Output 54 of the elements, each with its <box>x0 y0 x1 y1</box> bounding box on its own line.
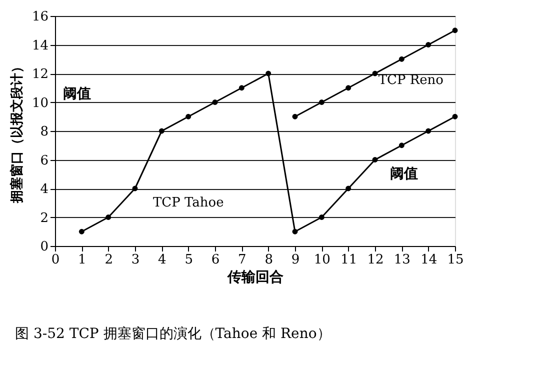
x-tick-label: 0 <box>51 252 60 268</box>
x-tick-label: 5 <box>184 252 193 268</box>
point <box>186 114 192 120</box>
point <box>106 214 112 220</box>
y-tick-label: 10 <box>32 96 48 111</box>
y-tick-label: 0 <box>40 240 48 254</box>
y-tick-label: 12 <box>32 67 48 82</box>
point <box>78 228 84 234</box>
x-tick-label: 13 <box>394 252 410 268</box>
point <box>318 100 324 105</box>
point <box>426 128 432 134</box>
point <box>372 70 378 76</box>
y-tick-label: 4 <box>40 182 48 197</box>
x-tick-label: 12 <box>367 252 384 268</box>
series-label: TCP Reno <box>378 72 444 88</box>
y-tick-label: 6 <box>40 153 48 168</box>
x-tick-label: 15 <box>447 252 464 268</box>
point <box>346 85 352 91</box>
y-axis-title: 拥塞窗口（以报文段计） <box>8 60 25 204</box>
x-tick-label: 14 <box>420 252 438 268</box>
annotation: 阈值 <box>63 86 91 102</box>
x-tick-label: 7 <box>238 252 246 268</box>
point <box>346 186 352 192</box>
x-tick-label: 2 <box>104 252 113 268</box>
point <box>398 56 404 62</box>
x-tick-label: 4 <box>158 252 166 268</box>
point <box>452 114 458 120</box>
y-tick-label: 2 <box>40 210 48 226</box>
x-tick-label: 8 <box>264 252 273 268</box>
point <box>318 214 324 220</box>
caption: 图 3-52 TCP 拥塞窗口的演化（Tahoe 和 Reno） <box>15 326 331 342</box>
point <box>212 100 218 105</box>
x-tick-label: 10 <box>314 252 330 268</box>
y-tick-label: 8 <box>40 124 48 140</box>
x-tick-label: 11 <box>340 252 358 268</box>
point <box>132 186 138 192</box>
point <box>238 85 244 91</box>
point <box>292 114 298 120</box>
series-label: TCP Tahoe <box>153 196 224 210</box>
x-tick-label: 3 <box>131 252 140 268</box>
y-tick-label: 16 <box>32 10 48 24</box>
point <box>426 42 432 48</box>
point <box>398 142 404 148</box>
point <box>452 28 458 34</box>
point <box>372 157 378 162</box>
x-axis-title: 传输回合 <box>226 270 284 286</box>
point <box>292 228 298 234</box>
annotation: 阈值 <box>390 166 418 182</box>
point <box>266 70 272 76</box>
x-tick-label: 9 <box>291 252 300 268</box>
point <box>158 128 164 134</box>
x-tick-label: 1 <box>78 252 86 268</box>
y-tick-label: 14 <box>32 38 48 54</box>
x-tick-label: 6 <box>211 252 220 268</box>
